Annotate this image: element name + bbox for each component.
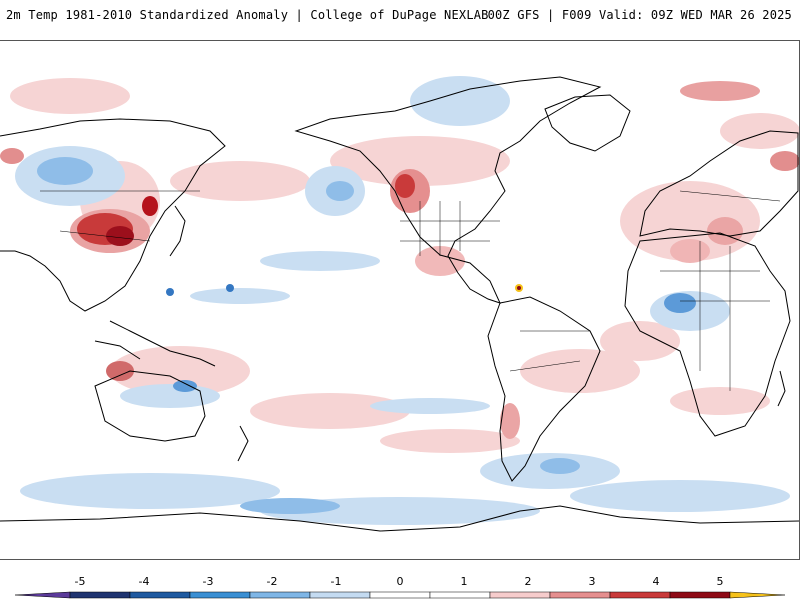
legend-tick-label: -1 [331,575,342,588]
legend-bin [189,591,251,599]
legend-bin [609,591,671,599]
legend-tick-label: 5 [717,575,724,588]
legend-bin [69,591,131,599]
legend-bin [249,591,311,599]
political-borders [40,190,781,391]
coastlines [0,76,799,532]
legend-bin [549,591,611,599]
map-svg [0,76,799,532]
legend-tick-label: 1 [461,575,468,588]
legend-bin [309,591,371,599]
legend-tick-label: -2 [267,575,278,588]
legend-tick-label: -3 [203,575,214,588]
legend-svg: -5 -4 -3 -2 -1 0 1 2 3 4 5 [14,575,786,599]
legend-tick-label: 3 [589,575,596,588]
legend-bin [669,591,731,599]
header: 2m Temp 1981-2010 Standardized Anomaly |… [0,0,800,40]
map-title: 2m Temp 1981-2010 Standardized Anomaly |… [6,8,489,22]
legend-tick-label: 4 [653,575,660,588]
legend-bin [129,591,191,599]
legend-bin [369,591,431,599]
run-info: 00Z GFS | F009 Valid: 09Z WED MAR 26 202… [487,8,792,22]
legend-bin [429,591,491,599]
legend-tick-label: -5 [75,575,86,588]
warm-strong-layer [0,81,799,439]
legend-tick-label: -4 [139,575,150,588]
color-legend: -5 -4 -3 -2 -1 0 1 2 3 4 5 [0,565,800,600]
legend-tick-label: 2 [525,575,532,588]
cold-strong-layer [37,157,696,514]
legend-tick-label: 0 [397,575,404,588]
legend-above-max-tip [729,591,786,599]
legend-below-min-tip [14,591,71,599]
legend-bin [489,591,551,599]
anomaly-map[interactable] [0,40,800,560]
